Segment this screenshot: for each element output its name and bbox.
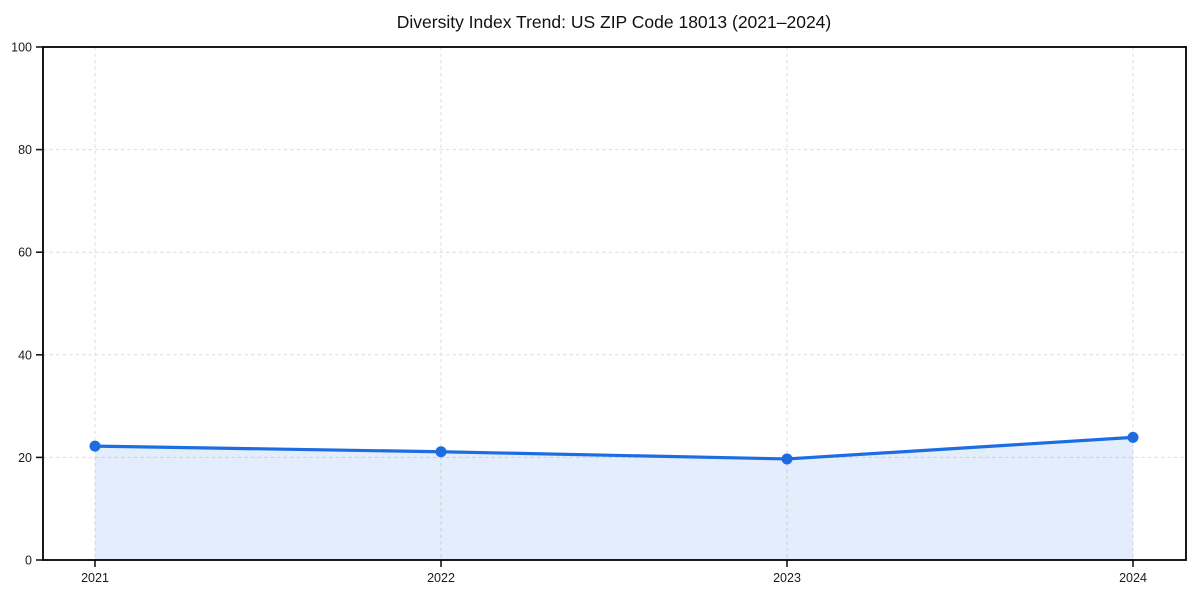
gridlines-layer [43,47,1186,560]
x-tick-label-2021: 2021 [81,571,109,585]
data-point-2021 [89,440,101,452]
y-tick-label-0: 0 [25,554,32,568]
data-point-markers-layer [89,431,1139,465]
x-tick-labels-layer: 2021 2022 2023 2024 [81,571,1147,585]
area-fill [95,437,1133,560]
y-tick-label-80: 80 [18,143,32,157]
data-point-2022 [435,446,447,458]
y-tick-label-60: 60 [18,246,32,260]
area-fill-layer [95,437,1133,560]
line-series-layer [93,435,1135,461]
trend-line [93,435,1135,461]
data-point-2023 [781,453,793,465]
y-tick-label-20: 20 [18,451,32,465]
x-tick-label-2023: 2023 [773,571,801,585]
y-tick-label-40: 40 [18,348,32,362]
y-tick-labels-layer: 0 20 40 60 80 100 [11,41,32,568]
x-tick-label-2024: 2024 [1119,571,1147,585]
chart-title: Diversity Index Trend: US ZIP Code 18013… [397,12,832,32]
y-tick-label-100: 100 [11,41,32,55]
axis-ticks-layer [36,46,1134,567]
x-tick-label-2022: 2022 [427,571,455,585]
data-point-2024 [1127,431,1139,443]
plot-border [42,46,1187,561]
